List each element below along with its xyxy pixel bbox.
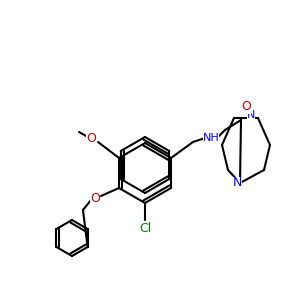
Text: O: O: [86, 133, 96, 146]
Text: NH: NH: [202, 133, 219, 143]
Text: Cl: Cl: [139, 221, 151, 235]
Text: N: N: [247, 110, 255, 120]
Text: O: O: [241, 100, 251, 113]
Text: N: N: [232, 176, 242, 190]
Text: O: O: [90, 191, 100, 205]
